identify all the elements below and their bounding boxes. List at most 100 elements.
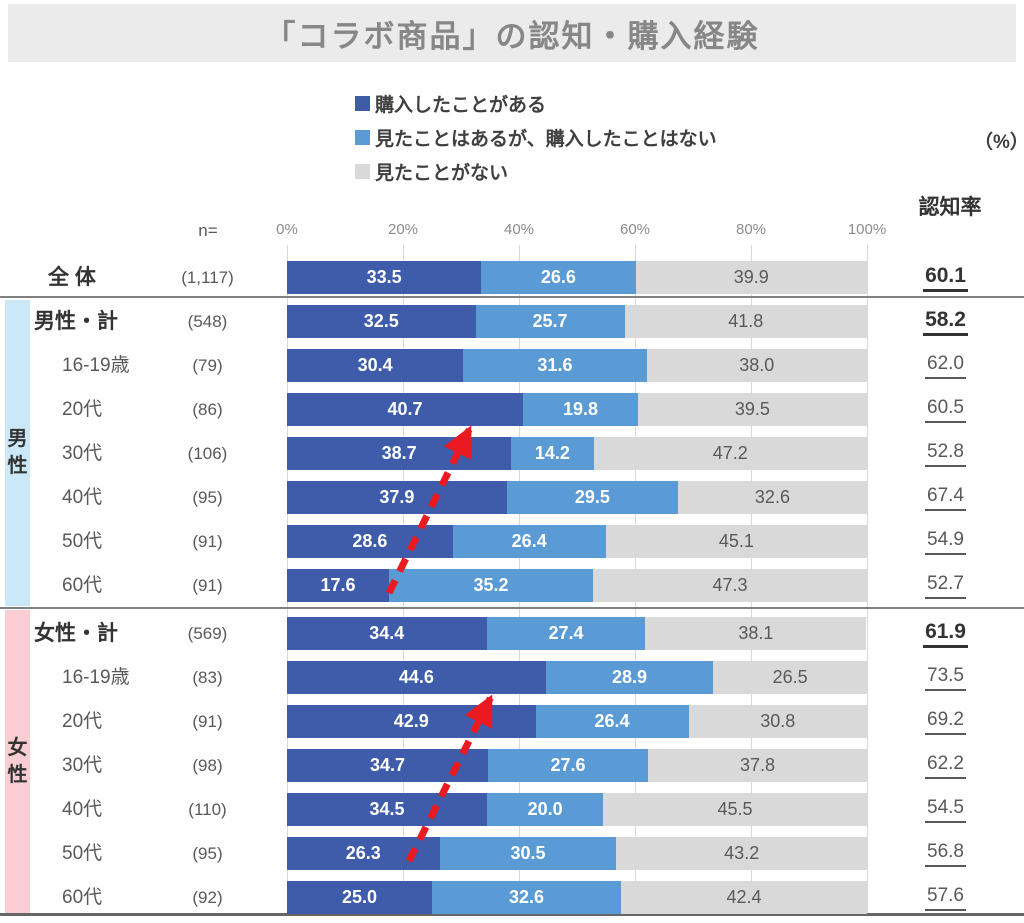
- gender-strip-male: 男性: [5, 300, 30, 606]
- gender-strip-female: 女性: [5, 610, 30, 913]
- legend-item: 見たことがない: [355, 154, 717, 188]
- row-n-value: (569): [187, 624, 228, 643]
- bar-segment-never-seen: 42.4: [621, 881, 867, 914]
- bar-segment-never-seen: 47.2: [593, 437, 867, 470]
- bar-segment-seen-not-purchased: 20.0: [487, 793, 604, 826]
- bar-segment-never-seen: 39.5: [637, 393, 867, 426]
- legend-label: 見たことはあるが、購入したことはない: [375, 128, 717, 150]
- row-n-value: (79): [192, 356, 223, 375]
- bar-segment-purchased: 33.5: [287, 261, 482, 294]
- legend-label: 購入したことがある: [375, 94, 547, 116]
- bar-segment-purchased: 34.5: [287, 793, 488, 826]
- bar-segment-purchased: 32.5: [287, 305, 476, 338]
- separator-bottom: [0, 913, 1024, 916]
- row-label: 50代: [62, 531, 103, 552]
- stacked-bar: 40.7 19.8 39.5: [287, 393, 867, 426]
- row-n-value: (110): [188, 800, 227, 819]
- legend-item: 購入したことがある: [355, 86, 717, 120]
- bar-segment-seen-not-purchased: 27.6: [488, 749, 648, 782]
- bar-segment-purchased: 37.9: [287, 481, 507, 514]
- row-n-value: (98): [192, 756, 223, 775]
- awareness-rate-value: 61.9: [898, 617, 993, 650]
- stacked-bar: 34.4 27.4 38.1: [287, 617, 867, 650]
- separator-top: [0, 296, 1024, 298]
- bar-segment-never-seen: 43.2: [616, 837, 867, 870]
- stacked-bar: 37.9 29.5 32.6: [287, 481, 867, 514]
- bar-segment-purchased: 38.7: [287, 437, 512, 470]
- awareness-rate-value: 62.0: [898, 349, 993, 382]
- row-label: 女性・計: [34, 622, 118, 645]
- awareness-rate-value: 73.5: [898, 661, 993, 694]
- awareness-rate-value: 54.9: [898, 525, 993, 558]
- unit-label: （%）: [974, 132, 1024, 153]
- awareness-rate-value: 62.2: [898, 749, 993, 782]
- row-n-value: (1,117): [181, 268, 234, 287]
- bar-segment-never-seen: 37.8: [647, 749, 867, 782]
- row-label: 全 体: [48, 266, 96, 289]
- x-axis-tick-label: 20%: [387, 221, 419, 238]
- gridline: [867, 245, 868, 914]
- row-n-value: (95): [192, 488, 223, 507]
- stacked-bar: 33.5 26.6 39.9: [287, 261, 867, 294]
- x-axis-tick-label: 100%: [847, 221, 887, 238]
- bar-segment-purchased: 17.6: [287, 569, 389, 602]
- legend: 購入したことがある見たことはあるが、購入したことはない見たことがない: [355, 86, 717, 188]
- bar-segment-seen-not-purchased: 29.5: [506, 481, 678, 514]
- bar-segment-seen-not-purchased: 27.4: [486, 617, 646, 650]
- row-label: 30代: [62, 443, 103, 464]
- legend-swatch-icon: [355, 129, 370, 145]
- bar-segment-purchased: 40.7: [287, 393, 524, 426]
- stacked-bar: 28.6 26.4 45.1: [287, 525, 868, 558]
- row-n-value: (86): [192, 400, 223, 419]
- bar-segment-never-seen: 45.1: [605, 525, 868, 558]
- x-axis-tick-label: 80%: [735, 221, 767, 238]
- stacked-bar: 30.4 31.6 38.0: [287, 349, 867, 382]
- stacked-bar: 34.7 27.6 37.8: [287, 749, 867, 782]
- awareness-rate-value: 69.2: [898, 705, 993, 738]
- bar-segment-never-seen: 26.5: [713, 661, 867, 694]
- bar-segment-seen-not-purchased: 26.6: [481, 261, 636, 294]
- legend-swatch-icon: [355, 95, 370, 111]
- stacked-bar: 17.6 35.2 47.3: [287, 569, 867, 602]
- awareness-rate-value: 67.4: [898, 481, 993, 514]
- bar-segment-purchased: 30.4: [287, 349, 464, 382]
- row-n-value: (91): [192, 712, 223, 731]
- bar-segment-never-seen: 41.8: [624, 305, 867, 338]
- stacked-bar: 25.0 32.6 42.4: [287, 881, 867, 914]
- separator-middle: [0, 607, 1024, 609]
- bar-segment-never-seen: 30.8: [688, 705, 867, 738]
- awareness-rate-header: 認知率: [918, 196, 982, 219]
- row-label: 60代: [62, 887, 103, 908]
- row-n-value: (83): [192, 668, 223, 687]
- bar-segment-never-seen: 32.6: [677, 481, 867, 514]
- row-label: 20代: [62, 711, 103, 732]
- gender-strip-char: 女: [7, 736, 28, 759]
- row-n-value: (95): [192, 844, 223, 863]
- bar-segment-never-seen: 47.3: [592, 569, 867, 602]
- chart-title: 「コラボ商品」の認知・購入経験: [264, 18, 760, 54]
- bar-segment-never-seen: 39.9: [635, 261, 867, 294]
- n-column-header: n=: [198, 221, 218, 240]
- row-label: 30代: [62, 755, 103, 776]
- stacked-bar: 44.6 28.9 26.5: [287, 661, 867, 694]
- bar-segment-seen-not-purchased: 26.4: [452, 525, 606, 558]
- bar-segment-seen-not-purchased: 30.5: [439, 837, 617, 870]
- row-label: 60代: [62, 575, 103, 596]
- bar-segment-purchased: 34.7: [287, 749, 489, 782]
- awareness-rate-value: 54.5: [898, 793, 993, 826]
- bar-segment-seen-not-purchased: 32.6: [432, 881, 622, 914]
- awareness-rate-value: 57.6: [898, 881, 993, 914]
- awareness-rate-value: 56.8: [898, 837, 993, 870]
- row-label: 男性・計: [34, 310, 118, 333]
- awareness-rate-value: 52.7: [898, 569, 993, 602]
- row-n-value: (92): [192, 888, 223, 907]
- awareness-rate-value: 60.5: [898, 393, 993, 426]
- row-n-value: (91): [192, 576, 223, 595]
- stacked-bar: 32.5 25.7 41.8: [287, 305, 867, 338]
- bar-segment-never-seen: 45.5: [603, 793, 867, 826]
- bar-segment-seen-not-purchased: 35.2: [388, 569, 593, 602]
- bar-segment-purchased: 25.0: [287, 881, 432, 914]
- awareness-rate-value: 52.8: [898, 437, 993, 470]
- bar-segment-purchased: 42.9: [287, 705, 536, 738]
